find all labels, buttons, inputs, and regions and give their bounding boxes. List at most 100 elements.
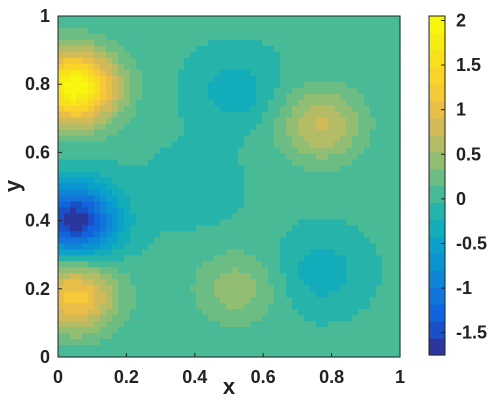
contour-cell <box>334 195 341 203</box>
contour-cell <box>346 345 353 352</box>
contour-cell <box>388 195 395 203</box>
contour-cell <box>58 177 65 185</box>
contour-cell <box>310 255 317 262</box>
contour-cell <box>178 123 185 131</box>
contour-cell <box>346 16 353 23</box>
contour-cell <box>160 303 167 310</box>
contour-cell <box>376 117 383 125</box>
contour-cell <box>184 309 191 316</box>
contour-cell <box>112 159 119 167</box>
contour-cell <box>124 195 131 203</box>
contour-cell <box>292 195 299 203</box>
contour-cell <box>214 99 221 107</box>
contour-cell <box>340 111 347 119</box>
contour-cell <box>106 309 113 316</box>
contour-cell <box>334 16 341 23</box>
contour-cell <box>352 231 359 238</box>
contour-cell <box>340 93 347 101</box>
contour-cell <box>346 141 353 149</box>
contour-cell <box>130 207 137 215</box>
contour-cell <box>316 99 323 107</box>
contour-cell <box>112 81 119 89</box>
contour-cell <box>214 327 221 334</box>
contour-cell <box>310 123 317 131</box>
contour-cell <box>262 81 269 89</box>
contour-cell <box>382 153 389 161</box>
contour-cell <box>364 27 371 35</box>
contour-cell <box>292 333 299 340</box>
contour-cell <box>370 297 377 304</box>
y-tick-label: 0 <box>40 347 50 367</box>
contour-cell <box>100 87 107 95</box>
contour-cell <box>382 201 389 209</box>
colorbar-band <box>429 49 445 68</box>
contour-cell <box>334 135 341 143</box>
contour-cell <box>316 273 323 280</box>
contour-cell <box>364 63 371 71</box>
contour-cell <box>394 195 401 203</box>
contour-cell <box>346 201 353 209</box>
contour-cell <box>76 75 83 83</box>
contour-cell <box>112 327 119 334</box>
contour-cell <box>64 189 71 197</box>
contour-cell <box>166 87 173 95</box>
contour-cell <box>172 249 179 256</box>
contour-cell <box>244 87 251 95</box>
contour-cell <box>100 81 107 89</box>
contour-cell <box>226 159 233 167</box>
contour-cell <box>292 81 299 89</box>
contour-cell <box>226 63 233 71</box>
contour-cell <box>154 261 161 268</box>
contour-cell <box>178 153 185 161</box>
contour-cell <box>190 261 197 268</box>
contour-cell <box>118 195 125 203</box>
contour-cell <box>322 105 329 113</box>
contour-cell <box>142 243 149 250</box>
contour-cell <box>88 153 95 161</box>
contour-cell <box>64 129 71 137</box>
contour-cell <box>214 39 221 47</box>
contour-cell <box>196 16 203 23</box>
contour-cell <box>160 333 167 340</box>
contour-cell <box>88 129 95 137</box>
contour-cell <box>316 105 323 113</box>
contour-cell <box>184 165 191 173</box>
contour-cell <box>316 135 323 143</box>
contour-cell <box>346 33 353 41</box>
contour-cell <box>262 237 269 244</box>
colorbar-band <box>429 338 445 356</box>
contour-cell <box>376 141 383 149</box>
contour-cell <box>88 255 95 262</box>
contour-cell <box>154 33 161 41</box>
contour-cell <box>166 147 173 155</box>
contour-cell <box>226 351 233 358</box>
contour-cell <box>208 39 215 47</box>
contour-cell <box>154 231 161 238</box>
contour-cell <box>322 219 329 226</box>
contour-cell <box>70 267 77 274</box>
y-tick-label: 0.8 <box>25 74 50 94</box>
contour-cell <box>310 51 317 59</box>
contour-cell <box>118 333 125 340</box>
contour-cell <box>376 261 383 268</box>
contour-cell <box>346 315 353 322</box>
contour-cell <box>124 285 131 292</box>
contour-cell <box>100 57 107 65</box>
contour-cell <box>280 249 287 256</box>
contour-cell <box>274 57 281 65</box>
contour-cell <box>94 75 101 83</box>
contour-cell <box>304 141 311 149</box>
contour-cell <box>190 171 197 179</box>
contour-cell <box>346 123 353 131</box>
contour-cell <box>256 99 263 107</box>
contour-cell <box>232 129 239 137</box>
contour-cell <box>256 39 263 47</box>
contour-cell <box>388 333 395 340</box>
contour-cell <box>70 321 77 328</box>
contour-cell <box>274 123 281 131</box>
contour-cell <box>292 39 299 47</box>
contour-cell <box>352 255 359 262</box>
contour-cell <box>208 99 215 107</box>
contour-cell <box>346 93 353 101</box>
